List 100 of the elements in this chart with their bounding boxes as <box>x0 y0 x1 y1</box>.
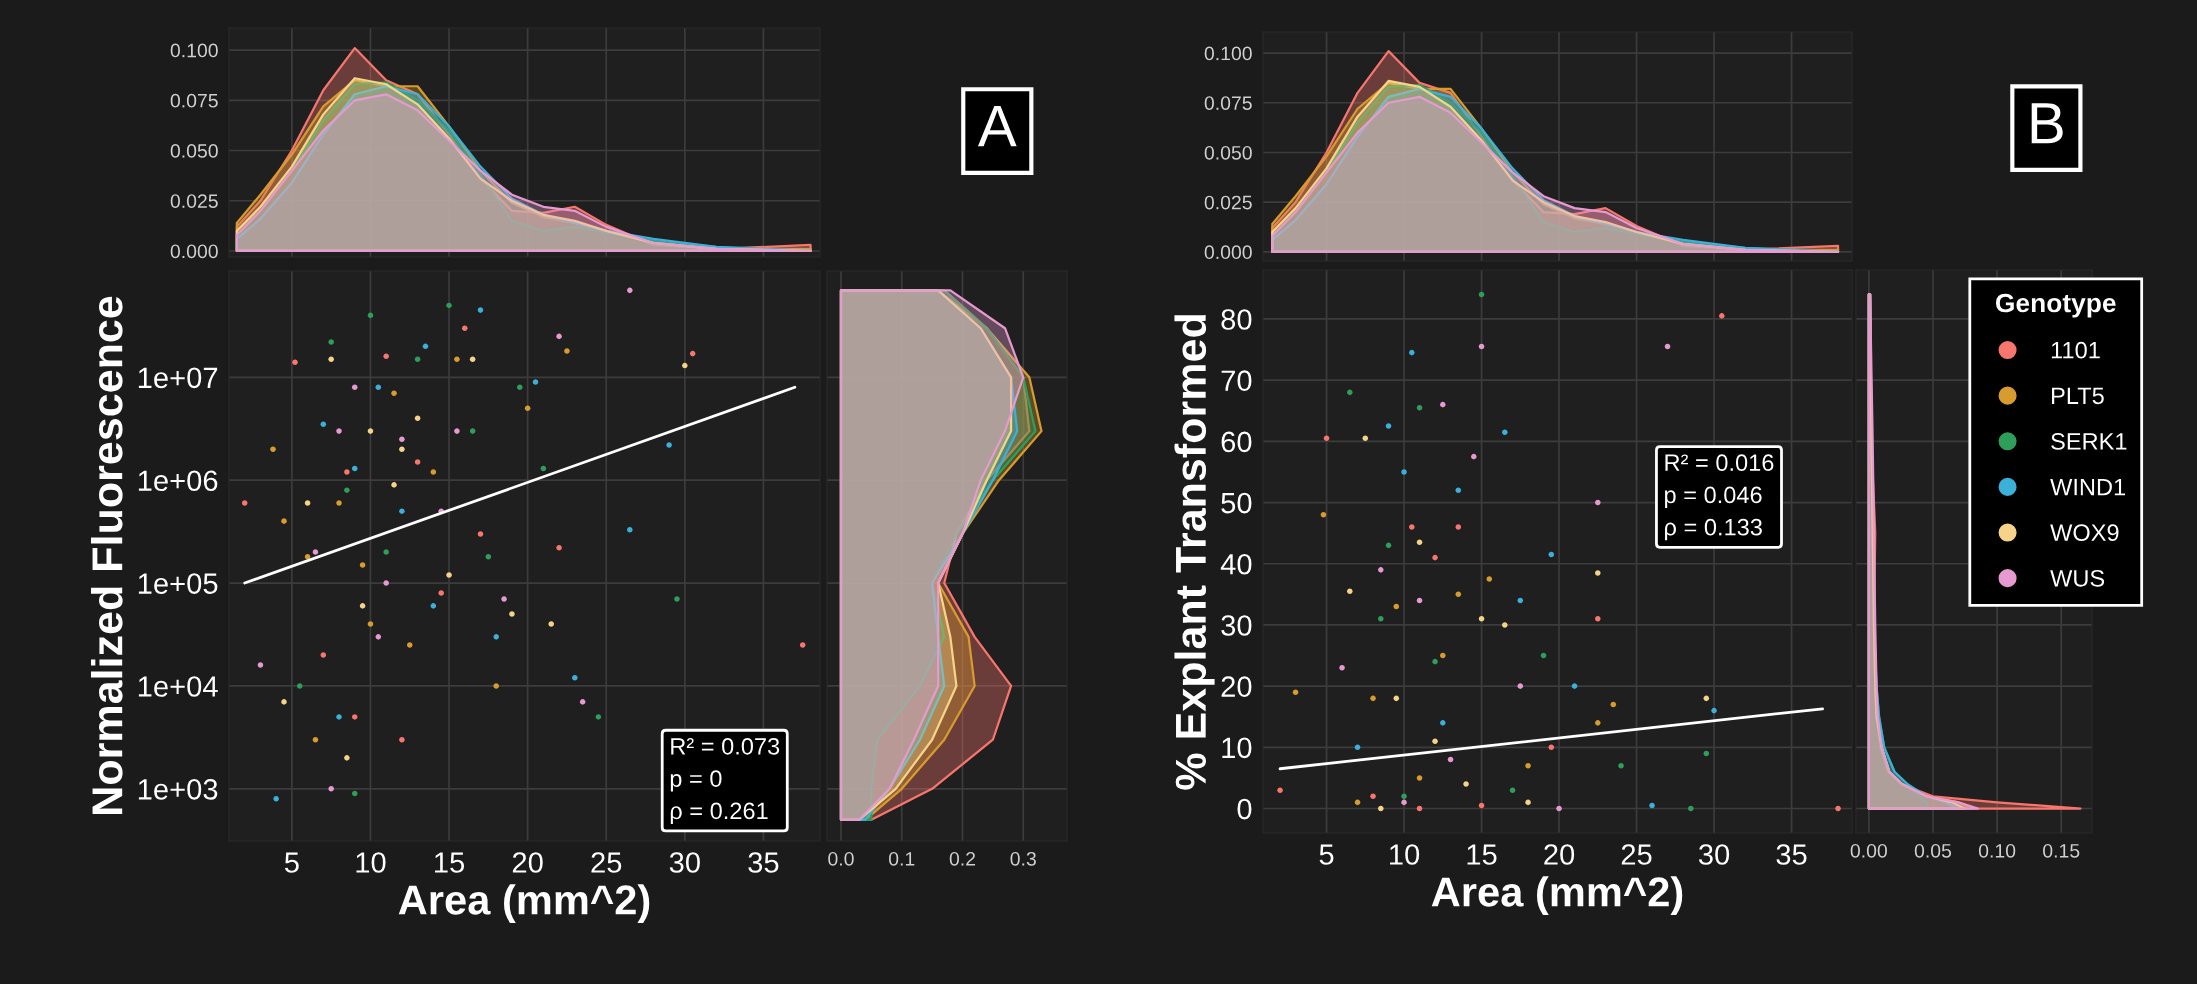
point <box>292 359 298 366</box>
point <box>257 662 264 668</box>
point <box>367 312 374 319</box>
point <box>241 500 248 506</box>
legend-label: 1101 <box>2051 341 2100 359</box>
point <box>446 302 452 309</box>
x-tick-label: 0.0 <box>828 851 854 866</box>
y-tick-label: 0.100 <box>1204 46 1252 61</box>
point <box>1517 683 1524 689</box>
x-tick-label: 10 <box>1390 844 1420 865</box>
point <box>1556 805 1562 812</box>
point <box>1525 762 1531 769</box>
point <box>383 549 389 555</box>
point <box>1347 389 1353 396</box>
y-tick-label: 0.075 <box>1204 96 1252 110</box>
point <box>281 699 287 705</box>
point <box>414 459 421 465</box>
point <box>328 339 334 345</box>
x-axis-title: Area (mm^2) <box>398 884 650 923</box>
y-tick-label: 0.075 <box>170 93 218 108</box>
y-tick-label: 0.050 <box>170 144 218 158</box>
legend-label: WUS <box>2050 569 2105 587</box>
point <box>564 348 570 354</box>
y-tick-label: 80 <box>1221 309 1252 330</box>
x-tick-label: 20 <box>512 852 543 873</box>
point <box>1525 799 1531 806</box>
point <box>1416 539 1423 546</box>
text: A <box>977 106 1017 147</box>
y-tick-label: 50 <box>1221 492 1252 514</box>
y-tick-label: 0 <box>1237 798 1252 820</box>
point <box>540 465 547 472</box>
x-tick-label: 25 <box>1621 844 1652 865</box>
point <box>1463 781 1469 787</box>
point <box>1393 603 1400 610</box>
point <box>1517 597 1524 604</box>
x-tick-label: 0.3 <box>1010 851 1036 866</box>
point <box>1409 349 1415 356</box>
point <box>1502 429 1508 435</box>
point <box>1416 775 1423 781</box>
point <box>383 580 389 586</box>
point <box>344 755 350 761</box>
point <box>367 621 374 627</box>
point <box>501 596 507 602</box>
x-tick-label: 0.15 <box>2043 843 2080 858</box>
x-tick-label: 0.1 <box>888 851 915 866</box>
point <box>509 611 515 617</box>
x-axis-title: Area (mm^2) <box>1431 876 1683 915</box>
point <box>1440 720 1446 726</box>
point <box>1595 720 1601 726</box>
point <box>351 790 358 797</box>
point <box>1320 512 1327 518</box>
point <box>273 796 279 802</box>
point <box>1378 567 1384 573</box>
x-tick-label: 20 <box>1544 844 1575 865</box>
x-tick-label: 30 <box>669 852 700 873</box>
point <box>493 634 499 640</box>
point <box>1440 652 1446 659</box>
point <box>1385 542 1392 549</box>
point <box>1401 793 1407 800</box>
point <box>1385 423 1392 429</box>
point <box>1548 551 1555 558</box>
point <box>1502 622 1508 628</box>
y-tick-label: 0.025 <box>1204 195 1252 210</box>
point <box>1595 499 1601 506</box>
x-tick-label: 0.2 <box>949 851 976 866</box>
point <box>375 634 382 640</box>
y-tick-label: 0.025 <box>170 194 218 208</box>
point <box>1440 401 1446 408</box>
point <box>1409 524 1415 530</box>
legend-label: WOX9 <box>2050 524 2119 542</box>
point <box>477 531 484 537</box>
point <box>1416 597 1423 604</box>
point <box>1703 750 1710 757</box>
point <box>430 603 437 609</box>
y-tick-label: 0.050 <box>1204 145 1252 160</box>
point <box>532 379 539 385</box>
point <box>1455 524 1462 530</box>
point <box>320 421 327 427</box>
x-tick-label: 0.05 <box>1914 843 1952 858</box>
annotation: R² = 0.016 p = 0.046 ρ = 0.133 <box>1665 454 1774 541</box>
point <box>461 325 468 332</box>
point <box>1447 756 1454 763</box>
point <box>1711 707 1717 714</box>
point <box>454 356 460 362</box>
point <box>666 442 672 448</box>
point <box>446 572 452 578</box>
point <box>627 526 633 533</box>
x-tick-label: 10 <box>356 852 386 873</box>
point <box>359 562 366 568</box>
point <box>1416 404 1423 411</box>
x-tick-label: 15 <box>1467 844 1497 865</box>
point <box>1835 805 1841 812</box>
point <box>328 786 334 792</box>
x-tick-label: 35 <box>748 852 779 873</box>
y-tick-label: 20 <box>1221 676 1252 697</box>
point <box>344 469 350 475</box>
point <box>1378 805 1384 812</box>
point <box>1354 799 1361 806</box>
point <box>312 736 319 743</box>
point <box>1595 616 1601 622</box>
